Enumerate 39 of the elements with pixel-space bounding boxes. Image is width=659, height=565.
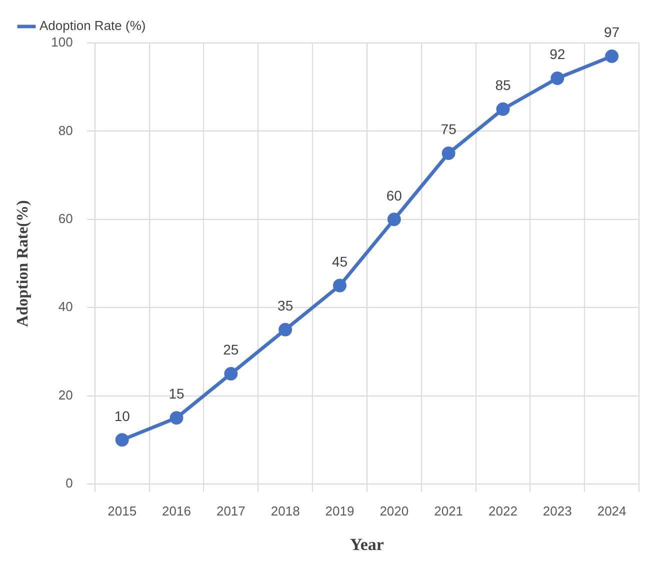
y-tick-label: 40 [58, 299, 73, 314]
data-label: 35 [278, 298, 294, 314]
x-tick-label: 2017 [216, 503, 246, 518]
point [550, 72, 564, 86]
y-tick-label: 0 [66, 476, 73, 491]
point [442, 146, 456, 160]
data-label: 92 [550, 46, 566, 62]
x-tick-label: 2018 [270, 503, 300, 518]
point [224, 367, 238, 380]
data-label: 45 [332, 253, 348, 270]
y-tick-label: 20 [58, 387, 73, 402]
point [496, 102, 510, 116]
point [170, 411, 184, 425]
point [332, 278, 346, 292]
x-axis-title: Year [350, 535, 384, 554]
y-tick-label: 60 [58, 210, 73, 226]
legend-label: Adoption Rate (%) [40, 18, 146, 34]
x-tick-label: 2023 [542, 503, 572, 518]
x-tick-label: 2020 [380, 503, 409, 518]
data-label: 60 [386, 187, 402, 204]
point [387, 212, 401, 226]
data-label: 10 [114, 408, 130, 424]
x-tick-label: 2021 [434, 503, 464, 518]
x-tick-label: 2022 [488, 503, 518, 518]
data-label: 97 [604, 24, 620, 40]
data-label: 15 [168, 386, 185, 402]
data-label: 85 [495, 77, 511, 94]
y-tick-label: 100 [51, 34, 73, 50]
point [605, 49, 619, 63]
data-label: 75 [440, 121, 457, 138]
x-tick-label: 2019 [325, 503, 354, 518]
data-label: 25 [223, 342, 239, 358]
point [115, 433, 129, 447]
x-tick-label: 2015 [108, 503, 137, 518]
point [278, 322, 292, 336]
y-tick-label: 80 [58, 122, 73, 138]
y-axis-title: Adoption Rate(%) [14, 200, 32, 327]
x-tick-label: 2024 [597, 503, 626, 518]
x-tick-label: 2016 [162, 503, 191, 518]
